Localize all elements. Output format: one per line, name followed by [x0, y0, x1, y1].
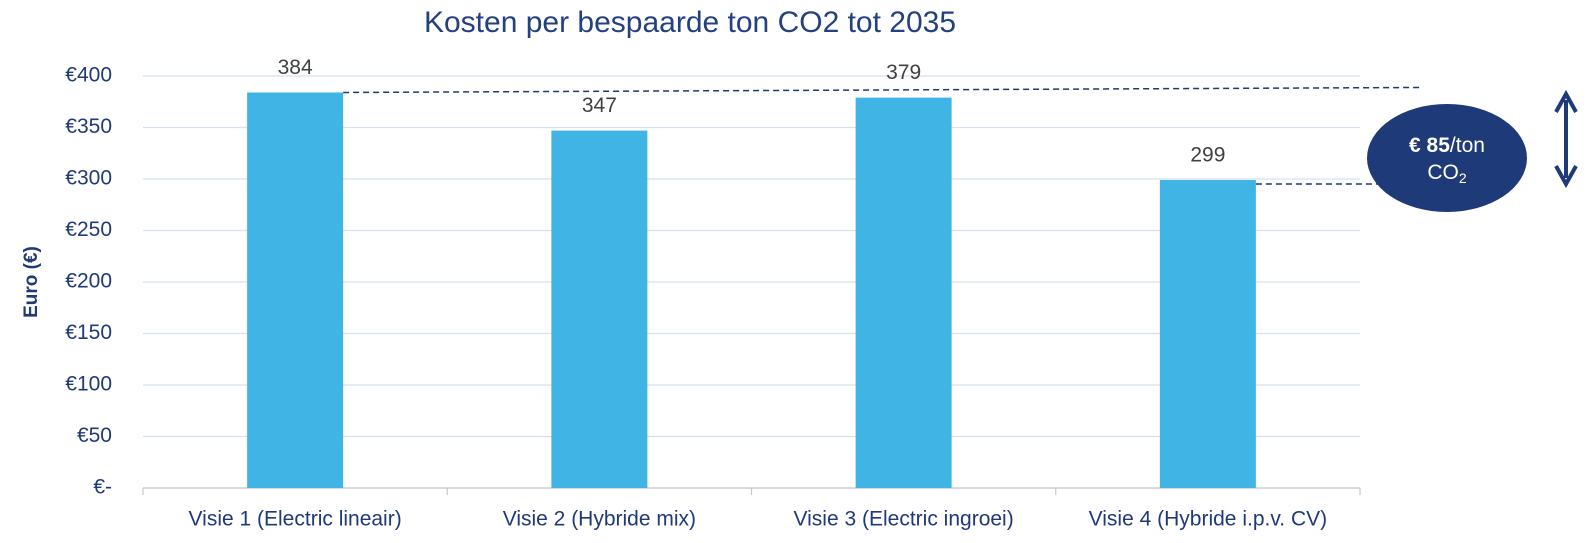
value-label: 384: [278, 56, 313, 79]
annotation-line1: € 85/ton: [1409, 134, 1485, 157]
bar: [551, 130, 648, 488]
y-tick-label: €150: [65, 321, 112, 344]
annotation-sub: 2: [1459, 170, 1467, 186]
x-tick-label: Visie 2 (Hybride mix): [503, 508, 696, 531]
value-label: 299: [1190, 144, 1225, 167]
bar: [1159, 180, 1256, 488]
x-tick-label: Visie 1 (Electric lineair): [189, 508, 402, 531]
x-tick-label: Visie 4 (Hybride i.p.v. CV): [1089, 508, 1327, 531]
y-tick-label: €400: [65, 64, 112, 87]
y-tick-label: €100: [65, 373, 112, 396]
annotation: € 85/ton CO2: [1367, 89, 1578, 212]
reference-line: [343, 86, 1421, 94]
y-tick-label: €-: [93, 476, 112, 499]
y-tick-label: €50: [77, 424, 112, 447]
value-label: 347: [582, 94, 617, 117]
annotation-bold: € 85: [1409, 134, 1450, 157]
chart-title: Kosten per bespaarde ton CO2 tot 2035: [424, 6, 956, 39]
y-tick-label: €200: [65, 270, 112, 293]
bar: [855, 97, 952, 488]
x-tick-label: Visie 3 (Electric ingroei): [794, 508, 1014, 531]
annotation-text: /ton: [1450, 134, 1485, 157]
annotation-arrow: [1554, 89, 1578, 189]
bar: [247, 92, 344, 488]
y-tick-label: €300: [65, 167, 112, 190]
y-tick-label: €250: [65, 218, 112, 241]
value-label: 379: [886, 61, 921, 84]
y-tick-label: €350: [65, 115, 112, 138]
y-axis-label: Euro (€): [21, 246, 42, 318]
annotation-bubble: [1367, 104, 1527, 212]
annotation-line2: CO2: [1427, 161, 1467, 186]
annotation-co: CO: [1427, 161, 1459, 184]
